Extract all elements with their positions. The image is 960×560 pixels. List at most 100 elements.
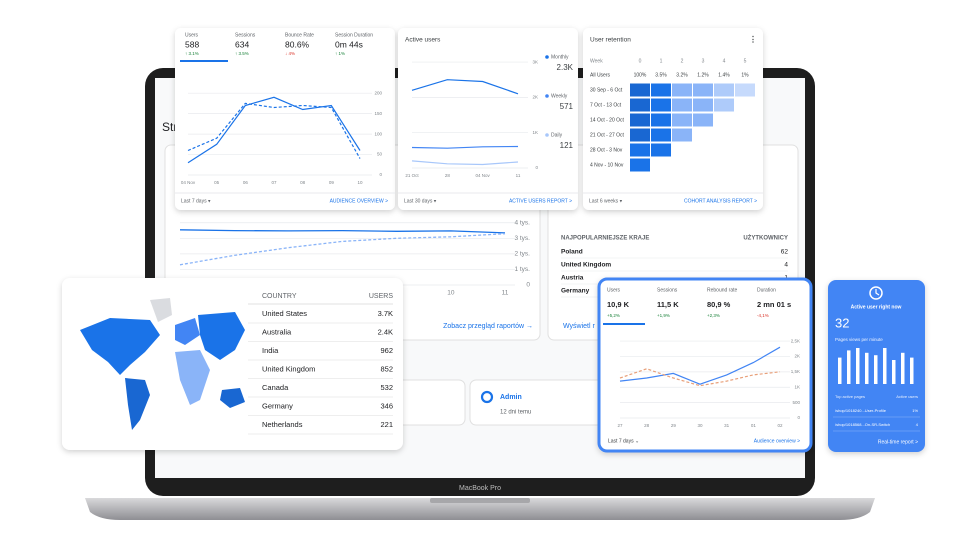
activity-name: Admin — [500, 394, 522, 401]
y-tick-label: 200 — [374, 90, 382, 95]
retention-cell — [651, 113, 671, 127]
metric-value: 2 mn 01 s — [757, 300, 791, 309]
x-tick-label: 11 — [502, 290, 509, 297]
column-header: USERS — [369, 293, 393, 300]
country-users: 852 — [380, 364, 393, 373]
country-name: United States — [262, 309, 307, 318]
series-line — [619, 346, 781, 385]
legend-dot — [545, 133, 549, 137]
country-name: India — [262, 346, 279, 355]
y-tick-label: 2,5K — [791, 338, 800, 343]
bar — [856, 348, 860, 384]
row-label: All Users — [590, 72, 611, 78]
series-line — [179, 233, 506, 266]
country-name: Germany — [262, 401, 293, 410]
audience-card — [175, 28, 395, 210]
column-header: 2 — [681, 58, 684, 64]
metric-label: Bounce Rate — [285, 32, 314, 38]
y-tick-label: 1K — [794, 384, 800, 389]
country-name: United Kingdom — [561, 262, 611, 269]
laptop-notch — [430, 498, 530, 503]
retention-cell — [693, 113, 713, 127]
page-users: 1% — [912, 408, 918, 413]
legend-value: 571 — [560, 102, 574, 111]
country-name: Canada — [262, 383, 289, 392]
bar — [874, 355, 878, 384]
period-select: Last 6 weeks ▾ — [589, 198, 623, 204]
bar — [901, 352, 905, 384]
metric-change: ↑ 3.5% — [235, 51, 249, 56]
legend-value: 2.3K — [557, 63, 574, 72]
row-label: 4 Nov - 10 Nov — [590, 162, 624, 168]
x-tick-label: 04 Nov — [181, 180, 196, 185]
y-tick-label: 0 — [535, 165, 538, 170]
x-tick-label: 06 — [243, 180, 249, 185]
metric-label: Sessions — [235, 32, 256, 38]
retention-cell — [630, 128, 650, 142]
x-tick-label: 31 — [724, 423, 730, 428]
retention-cell — [735, 83, 755, 97]
menu-icon: ⋮ — [749, 35, 757, 44]
metric-label: Users — [185, 32, 199, 38]
country-users: 221 — [380, 420, 393, 429]
y-tick-label: 0 — [379, 172, 382, 177]
country-users: 962 — [380, 346, 393, 355]
retention-cell — [651, 128, 671, 142]
retention-cell — [693, 83, 713, 97]
metric-change: +1,9% — [657, 313, 670, 318]
metric-value: 0m 44s — [335, 39, 363, 49]
map-region — [175, 350, 210, 405]
cell-value: 3.2% — [676, 72, 688, 78]
country-users: 346 — [380, 401, 393, 410]
report-link: ACTIVE USERS REPORT > — [509, 198, 572, 204]
y-tick-label: 0 — [797, 415, 800, 420]
country-users: 4 — [784, 262, 788, 269]
overview-card — [597, 277, 813, 453]
retention-cell — [693, 98, 713, 112]
metric-value: 80.6% — [285, 39, 310, 49]
legend-value: 121 — [560, 141, 574, 150]
retention-cell — [651, 98, 671, 112]
x-tick-label: 28 — [644, 423, 650, 428]
metric-change: -4,1% — [757, 313, 769, 318]
report-link: Wyświetl r — [563, 323, 595, 330]
report-link: Real-time report > — [878, 439, 918, 445]
x-tick-label: 21 Oct — [405, 173, 419, 178]
retention-cell — [630, 113, 650, 127]
metric-label: Duration — [757, 287, 776, 293]
country-users: 3.7K — [378, 309, 393, 318]
row-label: 30 Sep - 6 Oct — [590, 87, 623, 93]
bar — [847, 350, 851, 384]
retention-cell — [630, 83, 650, 97]
clock-hands — [875, 289, 880, 296]
card-title: User retention — [590, 37, 631, 44]
y-tick-label: 1,5K — [791, 369, 800, 374]
activity-time: 12 dni temu — [500, 410, 531, 416]
country-users: 532 — [380, 383, 393, 392]
clock-icon — [869, 286, 883, 300]
row-label: 28 Oct - 3 Nov — [590, 147, 623, 153]
retention-cell — [672, 83, 692, 97]
laptop-base — [85, 498, 875, 520]
tab-indicator — [603, 323, 645, 325]
country-name: Australia — [262, 327, 292, 336]
cell-value: 1.2% — [697, 72, 709, 78]
page-heading: Str — [162, 120, 177, 134]
y-tick-label: 50 — [377, 152, 383, 157]
y-tick-label: 2K — [794, 354, 800, 359]
bar — [865, 352, 869, 384]
retention-cell — [672, 128, 692, 142]
column-header: COUNTRY — [262, 293, 297, 300]
column-header: Week — [590, 58, 603, 64]
panel-title: NAJPOPULARNIEJSZE KRAJE — [561, 236, 649, 242]
retention-cell — [672, 113, 692, 127]
country-users: 2.4K — [378, 327, 393, 336]
bar — [892, 360, 896, 384]
retention-cell — [714, 98, 734, 112]
active-users-card — [398, 28, 578, 210]
y-tick-label: 1 tys. — [514, 266, 530, 273]
metric-change: +5,2% — [607, 313, 620, 318]
period-select: Last 7 days ▾ — [181, 198, 211, 204]
